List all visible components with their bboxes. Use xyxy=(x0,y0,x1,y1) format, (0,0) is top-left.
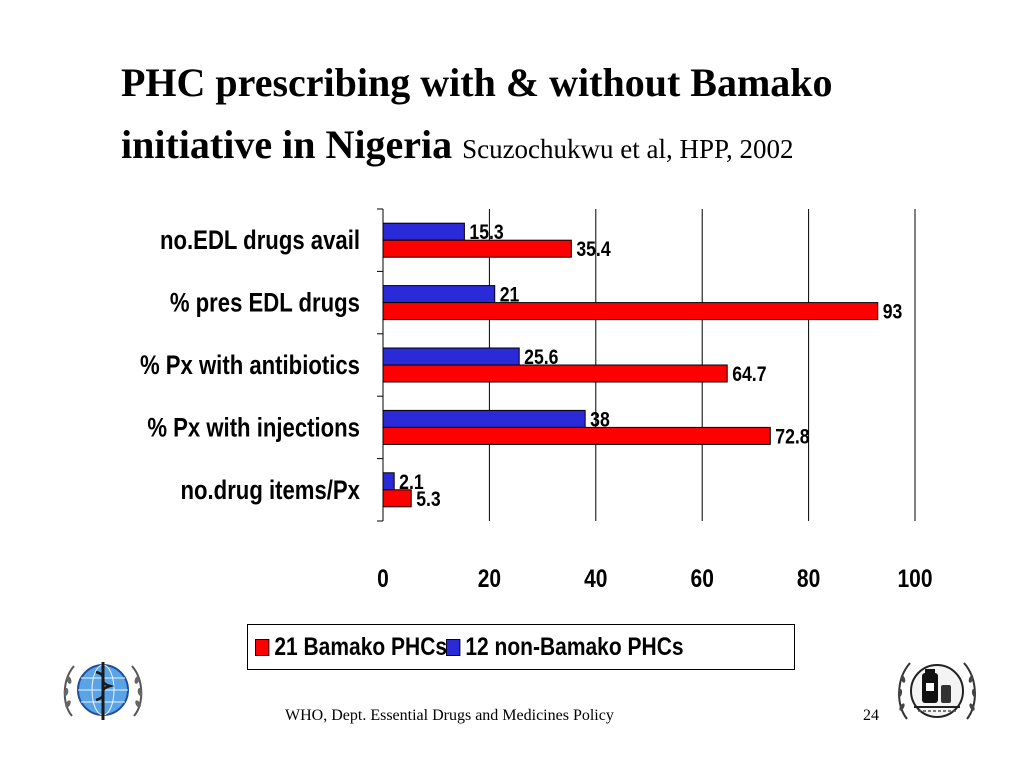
legend-label-bamako: 21 Bamako PHCs xyxy=(274,632,448,661)
x-tick-label: 20 xyxy=(478,564,501,592)
x-tick-label: 80 xyxy=(797,564,820,592)
data-label: 15.3 xyxy=(469,221,504,245)
x-tick-label: 0 xyxy=(377,564,389,592)
legend-swatch-bamako xyxy=(255,638,270,656)
x-tick-label: 40 xyxy=(584,564,607,592)
legend-item-non-bamako: 12 non-Bamako PHCs xyxy=(445,632,684,662)
edm-program-emblem-icon xyxy=(897,662,977,720)
x-tick-label: 60 xyxy=(691,564,714,592)
bar xyxy=(382,364,728,383)
bar xyxy=(382,222,465,241)
legend-label-non-bamako: 12 non-Bamako PHCs xyxy=(464,632,684,661)
title-main: PHC prescribing with & without Bamako in… xyxy=(121,60,833,167)
data-label: 5.3 xyxy=(416,487,441,511)
category-label: % Px with injections xyxy=(147,413,360,443)
data-label: 2.1 xyxy=(399,470,424,494)
bar xyxy=(382,239,572,258)
data-label: 35.4 xyxy=(576,238,611,262)
bar xyxy=(382,409,586,428)
category-label: no.drug items/Px xyxy=(181,476,361,506)
data-label: 64.7 xyxy=(732,363,766,387)
legend-item-bamako: 21 Bamako PHCs xyxy=(255,633,447,662)
footer-text: WHO, Dept. Essential Drugs and Medicines… xyxy=(285,707,614,724)
who-emblem-icon xyxy=(63,662,143,720)
data-label: 72.8 xyxy=(775,425,810,449)
bar xyxy=(382,302,879,321)
category-label: % pres EDL drugs xyxy=(170,289,360,319)
legend-swatch-non-bamako xyxy=(445,638,460,656)
chart-legend: 21 Bamako PHCs 12 non-Bamako PHCs xyxy=(247,624,795,670)
bar xyxy=(382,426,771,445)
data-label: 21 xyxy=(500,283,520,307)
bar xyxy=(382,489,412,508)
x-tick-label: 100 xyxy=(897,564,932,592)
bar xyxy=(382,285,496,304)
category-label: no.EDL drugs avail xyxy=(160,226,360,256)
page-number: 24 xyxy=(863,707,879,724)
title-citation: Scuzochukwu et al, HPP, 2002 xyxy=(462,134,794,164)
category-label: % Px with antibiotics xyxy=(140,351,360,381)
data-label: 25.6 xyxy=(524,346,559,370)
bar xyxy=(382,472,395,491)
data-label: 38 xyxy=(590,408,610,432)
bar xyxy=(382,347,520,366)
data-label: 93 xyxy=(883,300,903,324)
slide-title: PHC prescribing with & without Bamako in… xyxy=(121,52,941,180)
